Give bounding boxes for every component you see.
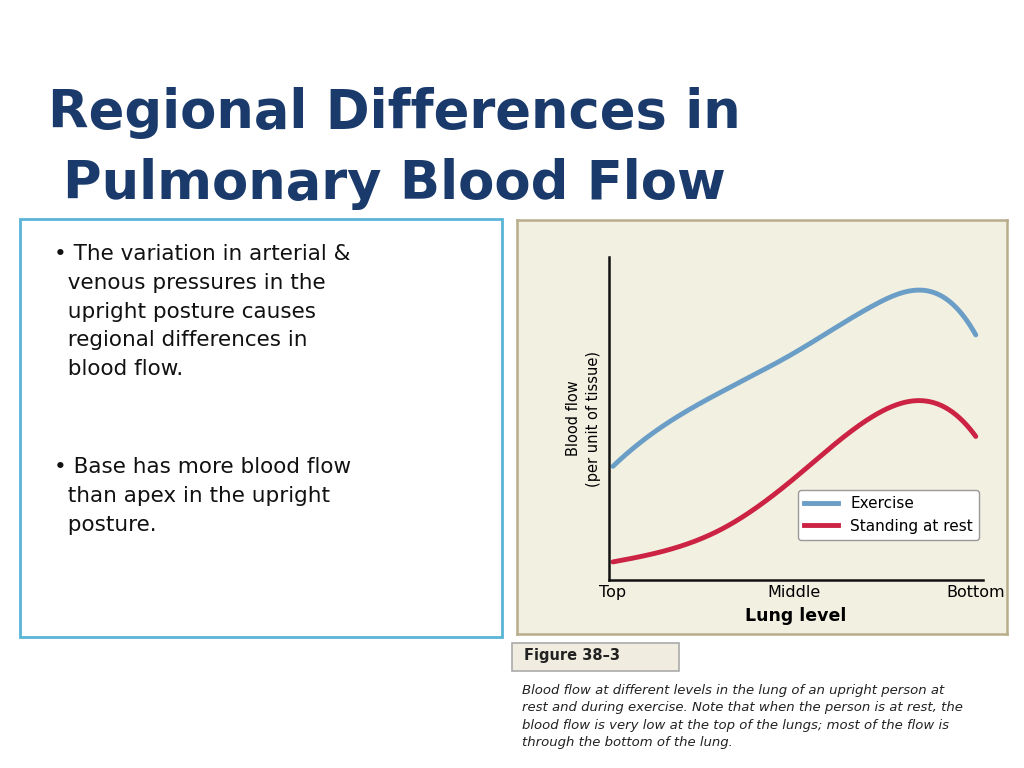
FancyBboxPatch shape [512,644,679,671]
X-axis label: Lung level: Lung level [745,607,847,624]
Text: • Base has more blood flow
  than apex in the upright
  posture.: • Base has more blood flow than apex in … [54,458,351,535]
Y-axis label: Blood flow
(per unit of tissue): Blood flow (per unit of tissue) [566,350,601,487]
Text: Figure 38–3: Figure 38–3 [524,647,621,663]
FancyBboxPatch shape [20,219,502,637]
Text: Blood flow at different levels in the lung of an upright person at
rest and duri: Blood flow at different levels in the lu… [522,684,963,749]
Legend: Exercise, Standing at rest: Exercise, Standing at rest [799,490,979,540]
Text: Regional Differences in: Regional Differences in [48,87,741,139]
Text: • The variation in arterial &
  venous pressures in the
  upright posture causes: • The variation in arterial & venous pre… [54,244,350,379]
Text: Pulmonary Blood Flow: Pulmonary Blood Flow [63,157,726,210]
